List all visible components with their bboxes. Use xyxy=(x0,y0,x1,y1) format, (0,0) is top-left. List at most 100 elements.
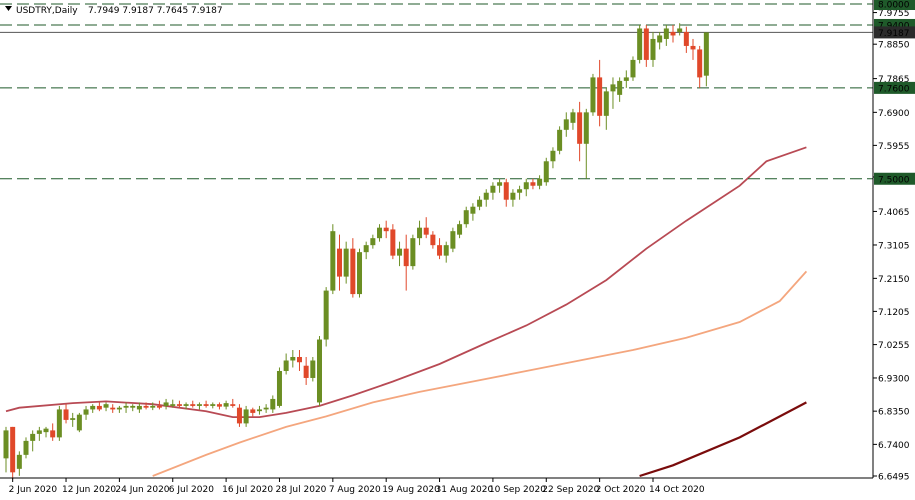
candle xyxy=(683,26,689,53)
candle-body xyxy=(417,227,423,239)
candle-body xyxy=(236,407,242,424)
dropdown-triangle-icon[interactable] xyxy=(5,6,12,11)
time-tick-label: 7 Aug 2020 xyxy=(329,485,381,495)
candle xyxy=(610,77,616,109)
candle xyxy=(176,400,182,408)
candle-body xyxy=(623,77,629,81)
candle xyxy=(316,336,322,406)
candle-body xyxy=(637,28,643,60)
candle xyxy=(30,430,36,452)
candle xyxy=(103,402,109,412)
candle xyxy=(557,126,563,155)
candle-body xyxy=(183,404,189,406)
candle xyxy=(236,404,242,427)
candle-body xyxy=(363,245,369,253)
candle-body xyxy=(190,404,196,406)
price-tick-label: 7.2150 xyxy=(878,275,910,285)
candle xyxy=(130,404,136,412)
candle xyxy=(116,405,122,413)
candle-body xyxy=(423,227,429,235)
candle xyxy=(276,367,282,408)
candle xyxy=(23,437,29,459)
time-tick-label: 22 Sep 2020 xyxy=(542,485,599,495)
candle xyxy=(223,400,229,410)
level-line-layer xyxy=(0,3,873,180)
candle-body xyxy=(83,409,89,415)
candle xyxy=(450,227,456,253)
candle-body xyxy=(697,49,703,78)
candle-body xyxy=(3,430,9,459)
candle-body xyxy=(256,409,262,412)
candle xyxy=(430,231,436,249)
candle-body xyxy=(663,28,669,39)
candle xyxy=(230,398,236,408)
time-tick-label: 31 Aug 2020 xyxy=(436,485,494,495)
candle xyxy=(76,412,82,433)
candle xyxy=(143,402,149,410)
candle xyxy=(590,73,596,116)
candle xyxy=(703,32,709,87)
candle xyxy=(537,175,543,190)
time-tick-label: 19 Aug 2020 xyxy=(382,485,440,495)
candle xyxy=(543,157,549,186)
candle-body xyxy=(383,227,389,232)
candle-body xyxy=(76,414,82,431)
candle-body xyxy=(583,112,589,144)
candle xyxy=(330,224,336,295)
candle-body xyxy=(650,38,656,60)
candle-body xyxy=(437,245,443,256)
candle-body xyxy=(530,182,536,186)
candle xyxy=(136,402,142,413)
candle xyxy=(210,402,216,409)
candle xyxy=(296,350,302,371)
candle-body xyxy=(23,440,29,455)
candle-body xyxy=(170,404,176,406)
candle-body xyxy=(523,182,529,190)
level-price-tag: 7.7600 xyxy=(878,84,910,94)
candle-body xyxy=(543,161,549,183)
price-tick-label: 6.9300 xyxy=(878,374,910,384)
price-tick-label: 7.4065 xyxy=(878,208,910,218)
candle xyxy=(196,402,202,410)
candle-body xyxy=(223,403,229,407)
candle xyxy=(603,87,609,130)
candle xyxy=(423,217,429,239)
time-tick-label: 16 Jul 2020 xyxy=(222,485,273,495)
candle-body xyxy=(590,77,596,113)
candle xyxy=(190,400,196,408)
candle xyxy=(3,426,9,473)
time-tick-label: 24 Jun 2020 xyxy=(115,485,169,495)
candle xyxy=(357,248,363,298)
candle-body xyxy=(643,28,649,60)
time-tick-label: 10 Sep 2020 xyxy=(489,485,546,495)
price-axis[interactable]: 7.97557.88507.78657.69007.59557.50507.40… xyxy=(873,0,915,483)
candle-body xyxy=(103,404,109,408)
candle xyxy=(283,353,289,375)
candle xyxy=(83,405,89,420)
candle-body xyxy=(497,182,503,186)
level-price-tag: 7.5000 xyxy=(878,175,910,185)
candle-body xyxy=(617,80,623,95)
candle-body xyxy=(230,404,236,406)
candle-body xyxy=(577,112,583,144)
candle-body xyxy=(477,199,483,207)
candle-body xyxy=(703,32,709,76)
candle-body xyxy=(250,409,256,413)
candle xyxy=(550,147,556,169)
candle xyxy=(530,178,536,190)
price-tick-label: 7.0255 xyxy=(878,341,910,351)
candle xyxy=(163,398,169,410)
candle xyxy=(123,402,129,413)
candle-body xyxy=(550,150,556,162)
candle-body xyxy=(176,404,182,406)
candle xyxy=(697,45,703,88)
candle xyxy=(63,404,69,424)
candle xyxy=(290,350,296,368)
candle-body xyxy=(136,405,142,410)
candle-body xyxy=(563,119,569,130)
time-axis[interactable]: 2 Jun 2020 12 Jun 2020 24 Jun 2020 6 Jul 20… xyxy=(9,478,705,495)
candle xyxy=(10,426,16,480)
candle xyxy=(337,234,342,291)
